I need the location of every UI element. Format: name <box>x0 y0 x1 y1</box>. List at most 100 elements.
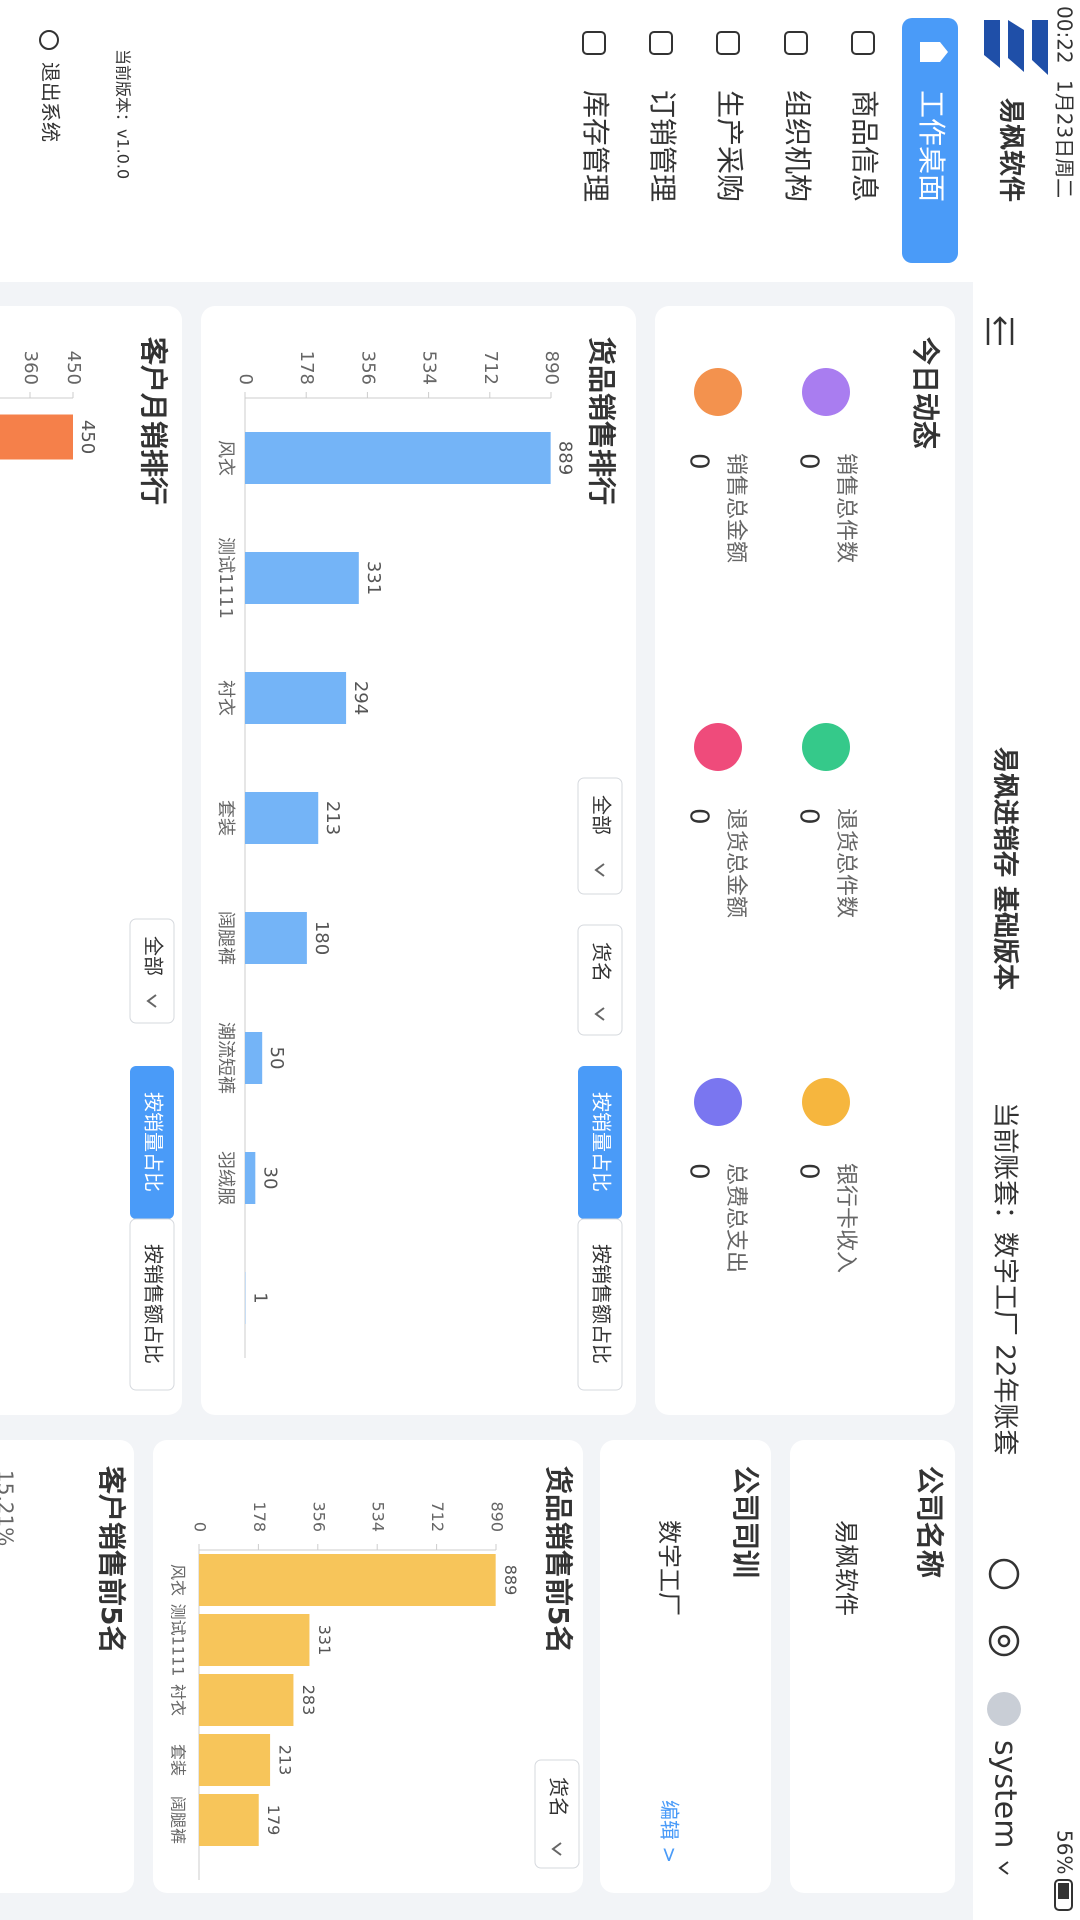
menu-icon <box>784 31 808 55</box>
help-icon[interactable] <box>988 1558 1020 1590</box>
card <box>655 306 955 1415</box>
toggle[interactable] <box>129 1218 175 1391</box>
y-tick-label: 450 <box>63 351 84 385</box>
stat-value: 0 <box>684 1163 714 1180</box>
menu-item[interactable]: 组织机构 <box>781 90 814 202</box>
filter-label[interactable]: 货名 <box>590 942 614 982</box>
bar <box>245 1032 263 1084</box>
toggle-label[interactable]: 按销售额占比 <box>590 1244 614 1364</box>
card <box>0 1440 134 1893</box>
x-tick-label: 潮流短裤 <box>215 1022 236 1094</box>
toggle-label[interactable]: 按销售额占比 <box>142 1244 166 1364</box>
data-label: 1 <box>249 1292 270 1303</box>
edit-link[interactable]: 编辑 > <box>658 1800 682 1863</box>
status-time: 00:22 <box>1053 6 1077 64</box>
toggle[interactable] <box>577 1218 623 1391</box>
filter-label[interactable]: 货名 <box>547 1777 571 1817</box>
y-tick-label: 0 <box>191 1522 210 1532</box>
filter-button[interactable] <box>129 918 175 1024</box>
toggle-active[interactable] <box>578 1066 622 1219</box>
card-title: 今日动态 <box>909 337 942 449</box>
bar <box>244 672 347 724</box>
menu-item[interactable]: 库存管理 <box>579 90 612 202</box>
filter-button[interactable] <box>577 924 623 1036</box>
sidebar <box>0 0 1080 282</box>
y-tick-label: 356 <box>309 1501 328 1532</box>
stat-label: 退货总金额 <box>723 808 748 918</box>
data-label: 179 <box>264 1805 283 1836</box>
stat-icon <box>802 1078 850 1126</box>
filter-label[interactable]: 全部 <box>590 795 614 835</box>
status-battery: 56% <box>1053 1830 1077 1874</box>
data-label: 213 <box>276 1745 295 1776</box>
collapse-icon[interactable] <box>986 316 1014 345</box>
filter-button[interactable] <box>577 777 623 895</box>
toggle-label[interactable]: 按销量占比 <box>590 1092 614 1192</box>
stat-icon <box>802 368 850 416</box>
chevron <box>594 863 605 877</box>
bar <box>245 1152 256 1204</box>
user-chevron <box>998 1861 1009 1875</box>
app-title: 易枫进销存 基础版本 <box>990 747 1020 990</box>
chevron <box>551 1842 562 1856</box>
bar <box>245 552 359 604</box>
x-tick-label: 套装 <box>215 800 236 836</box>
status-date: 1月23日周二 <box>1053 80 1077 198</box>
x-tick-label: 测试1111 <box>215 537 236 619</box>
x-tick-label: 风衣 <box>215 440 236 476</box>
user-name[interactable]: system <box>988 1740 1023 1848</box>
x-tick-label: 风衣 <box>169 1564 188 1596</box>
card-title: 客户月销排行 <box>137 337 170 505</box>
y-tick-label: 890 <box>541 351 562 385</box>
data-label: 180 <box>311 921 332 955</box>
data-label: 213 <box>322 801 343 835</box>
card <box>600 1440 771 1893</box>
card-title: 客户销售前5名 <box>95 1466 128 1653</box>
avatar[interactable] <box>987 1692 1021 1726</box>
toggle-label[interactable]: 按销量占比 <box>142 1092 166 1192</box>
x-tick-label: 测试1111 <box>169 1604 188 1677</box>
menu-item[interactable]: 商品信息 <box>848 90 881 202</box>
stat-icon <box>802 723 850 771</box>
menu-item[interactable]: 订销管理 <box>646 90 679 202</box>
logo <box>984 20 1048 75</box>
settings-icon-core <box>997 1634 1011 1648</box>
menu-icon <box>716 31 740 55</box>
data-label: 283 <box>299 1685 318 1716</box>
chevron <box>594 1007 605 1021</box>
version: 当前版本：v1.0.0 <box>114 49 133 179</box>
bar <box>244 912 307 964</box>
data-label: 331 <box>315 1625 334 1656</box>
menu-active-bg[interactable] <box>902 18 958 263</box>
account: 当前账套：数字工厂 22年账套 <box>990 1102 1020 1455</box>
menu-icon <box>649 31 673 55</box>
bar <box>199 1554 496 1606</box>
company-name: 易枫软件 <box>832 1520 860 1616</box>
y-tick-label: 890 <box>488 1501 507 1532</box>
menu-item[interactable]: 生产采购 <box>713 90 746 202</box>
pie-label: 15.21% <box>0 1470 18 1546</box>
logout[interactable]: 退出系统 <box>39 62 63 142</box>
bar <box>198 1614 310 1666</box>
x-tick-label: 套装 <box>169 1744 188 1776</box>
bar <box>199 1674 294 1726</box>
x-tick-label: 阔腿裤 <box>215 911 236 965</box>
stat-label: 销售总金额 <box>723 453 748 563</box>
data-label: 50 <box>266 1047 287 1070</box>
menu-icon <box>851 31 875 55</box>
x-tick-label: 羽绒服 <box>215 1151 236 1205</box>
bar <box>199 1734 271 1786</box>
filter-label[interactable]: 全部 <box>142 936 166 976</box>
x-tick-label: 衬衣 <box>169 1684 188 1716</box>
settings-icon[interactable] <box>988 1625 1020 1657</box>
bar <box>0 414 73 460</box>
x-tick-label: 衬衣 <box>215 680 236 716</box>
header-bar <box>973 0 1080 1920</box>
filter-button[interactable] <box>534 1759 580 1869</box>
menu-item[interactable]: 工作桌面 <box>915 90 948 202</box>
stat-label: 银行卡收入 <box>833 1163 858 1273</box>
toggle-active[interactable] <box>130 1066 174 1219</box>
stat-icon <box>694 1078 742 1126</box>
